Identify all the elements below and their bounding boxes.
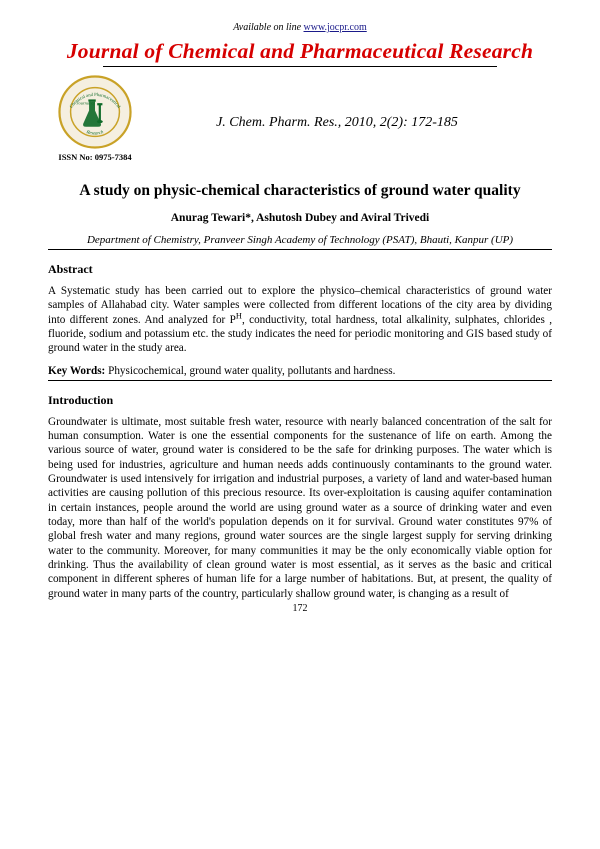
journal-title: Journal of Chemical and Pharmaceutical R… [48,39,552,64]
citation-line: J. Chem. Pharm. Res., 2010, 2(2): 172-18… [152,107,552,131]
article-title: A study on physic-chemical characteristi… [48,182,552,200]
introduction-body: Groundwater is ultimate, most suitable f… [48,415,552,601]
seal-block: Chemical and Pharmaceutical Research Jou… [52,75,138,162]
abstract-body: A Systematic study has been carried out … [48,284,552,356]
issn-label: ISSN No: 0975-7384 [58,152,131,162]
availability-prefix: Available on line [233,22,303,33]
keywords-text: Physicochemical, ground water quality, p… [105,365,395,377]
journal-seal-icon: Chemical and Pharmaceutical Research Jou… [58,75,132,149]
abstract-heading: Abstract [48,262,552,277]
header-row: Chemical and Pharmaceutical Research Jou… [48,75,552,162]
affiliation-line: Department of Chemistry, Pranveer Singh … [48,234,552,246]
availability-line: Available on line www.jocpr.com [48,22,552,33]
keywords-label: Key Words: [48,365,105,377]
header-rule [103,66,496,67]
keywords-line: Key Words: Physicochemical, ground water… [48,365,552,377]
page-number: 172 [48,603,552,614]
introduction-heading: Introduction [48,393,552,408]
abstract-rule [48,380,552,381]
affiliation-rule [48,249,552,250]
authors-line: Anurag Tewari*, Ashutosh Dubey and Avira… [48,212,552,224]
journal-link[interactable]: www.jocpr.com [304,22,367,33]
